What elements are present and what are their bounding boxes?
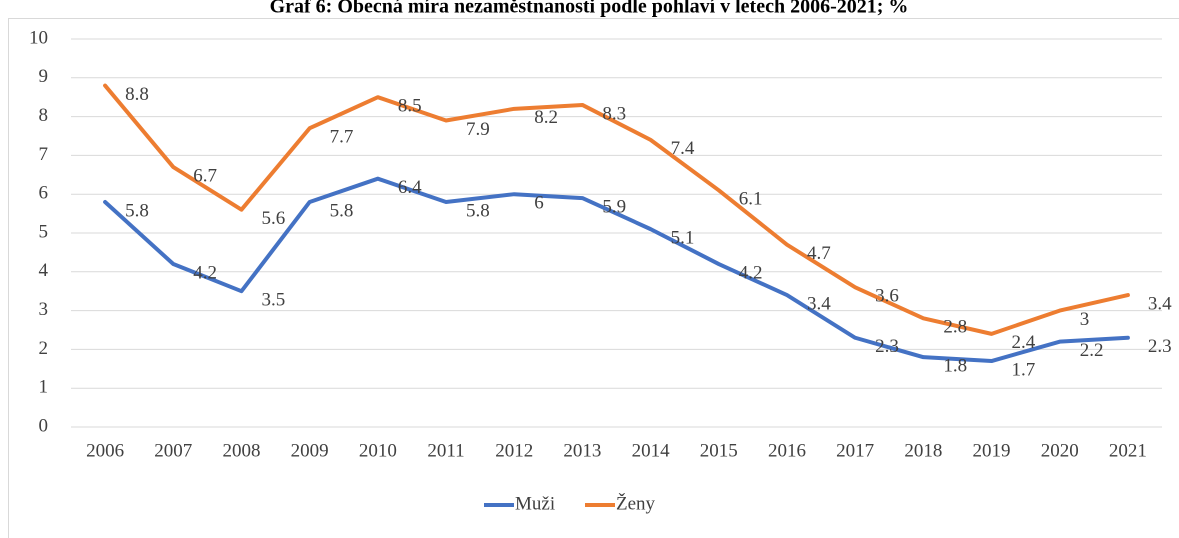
data-label: 1.8 (943, 356, 967, 377)
data-label: 7.4 (671, 138, 695, 159)
data-label: 4.2 (739, 262, 763, 283)
chart-title: Graf 6: Obecná míra nezaměstnanosti podl… (270, 0, 909, 18)
data-label: 3.5 (261, 290, 285, 311)
y-tick-label: 10 (29, 27, 48, 48)
data-label: 7.9 (466, 119, 490, 140)
chart-frame (8, 18, 1179, 538)
data-label: 3.4 (1148, 293, 1172, 314)
data-label: 8.3 (602, 103, 626, 124)
x-tick-label: 2006 (86, 440, 124, 461)
x-tick-label: 2007 (154, 440, 192, 461)
data-label: 1.7 (1012, 359, 1036, 380)
x-tick-label: 2010 (359, 440, 397, 461)
data-label: 2.8 (943, 317, 967, 338)
data-label: 6 (534, 193, 544, 214)
y-tick-label: 0 (39, 415, 49, 436)
x-tick-label: 2008 (222, 440, 260, 461)
data-label: 5.8 (125, 200, 149, 221)
x-tick-label: 2018 (904, 440, 942, 461)
x-tick-label: 2017 (836, 440, 874, 461)
data-label: 8.8 (125, 84, 149, 105)
x-tick-label: 2009 (291, 440, 329, 461)
y-tick-label: 5 (39, 221, 49, 242)
legend-label: Ženy (616, 492, 656, 514)
line-series (103, 83, 1130, 336)
data-label: 5.1 (671, 227, 695, 248)
data-label: 3.4 (807, 293, 831, 314)
data-label: 4.2 (193, 262, 217, 283)
data-label: 5.8 (466, 200, 490, 221)
data-label: 2.3 (1148, 336, 1172, 357)
data-label: 5.9 (602, 196, 626, 217)
x-tick-label: 2021 (1109, 440, 1147, 461)
data-label: 3 (1080, 309, 1090, 330)
y-tick-label: 7 (39, 144, 49, 165)
data-label: 2.2 (1080, 340, 1104, 361)
data-label: 4.7 (807, 243, 831, 264)
data-label: 8.2 (534, 107, 558, 128)
y-tick-label: 9 (39, 66, 49, 87)
y-tick-label: 6 (39, 183, 49, 204)
data-label: 5.6 (261, 208, 285, 229)
data-label: 5.8 (330, 200, 354, 221)
data-label: 6.4 (398, 177, 422, 198)
y-tick-label: 1 (39, 377, 49, 398)
line-series (103, 176, 1130, 364)
data-label: 2.3 (875, 336, 899, 357)
data-label: 6.7 (193, 165, 217, 186)
x-tick-label: 2015 (700, 440, 738, 461)
title-bg (0, 0, 1179, 17)
y-tick-label: 8 (39, 105, 49, 126)
x-tick-label: 2013 (563, 440, 601, 461)
data-label: 7.7 (330, 127, 354, 148)
x-tick-label: 2019 (973, 440, 1011, 461)
x-tick-label: 2011 (427, 440, 464, 461)
data-label: 3.6 (875, 286, 899, 307)
data-label: 2.4 (1012, 332, 1036, 353)
legend-label: Muži (515, 493, 555, 514)
x-tick-label: 2014 (632, 440, 671, 461)
x-tick-label: 2012 (495, 440, 533, 461)
data-label: 6.1 (739, 189, 763, 210)
x-tick-label: 2016 (768, 440, 806, 461)
x-tick-label: 2020 (1041, 440, 1079, 461)
data-label: 8.5 (398, 96, 422, 117)
y-tick-label: 3 (39, 299, 49, 320)
y-tick-label: 4 (39, 260, 49, 281)
y-tick-label: 2 (39, 338, 49, 359)
